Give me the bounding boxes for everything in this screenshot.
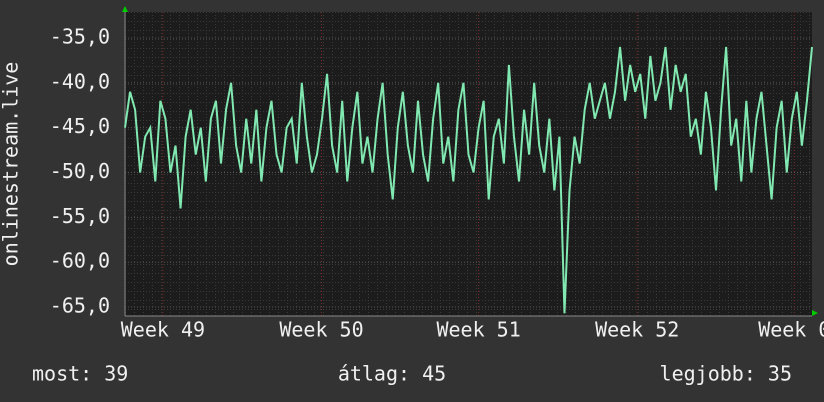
axis-arrow [812,310,818,316]
y-tick-label: -55,0 [50,204,110,228]
x-tick-label: Week 0 [758,318,824,342]
footer-average: átlag: 45 [338,362,446,386]
axis-arrow [122,6,128,12]
y-axis-label: onlinestream.live [0,62,23,267]
y-tick-label: -45,0 [50,114,110,138]
y-tick-label: -50,0 [50,159,110,183]
line-series [124,46,813,314]
y-tick-label: -35,0 [50,25,110,49]
minor-grid [125,12,812,316]
x-tick-label: Week 52 [595,318,679,342]
y-tick-label: -40,0 [50,69,110,93]
x-tick-label: Week 51 [436,318,520,342]
footer-current: most: 39 [32,362,128,386]
footer-best: legjobb: 35 [660,362,792,386]
x-tick-label: Week 49 [121,318,205,342]
x-tick-label: Week 50 [279,318,363,342]
y-tick-label: -65,0 [50,294,110,318]
y-tick-label: -60,0 [50,249,110,273]
